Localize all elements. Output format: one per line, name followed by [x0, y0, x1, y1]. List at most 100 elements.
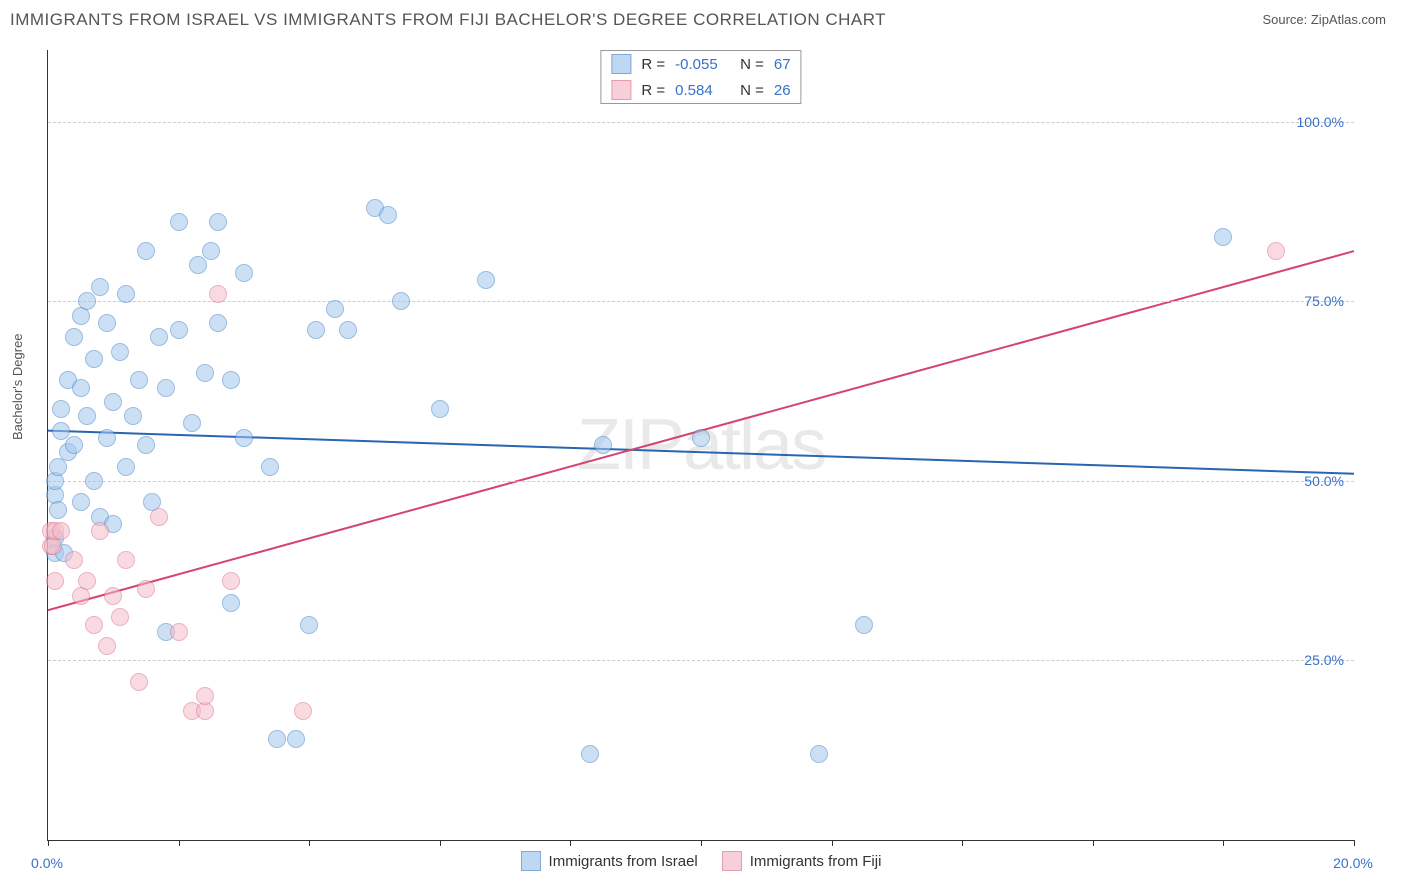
data-point: [692, 429, 710, 447]
n-value: 26: [774, 82, 791, 99]
x-tick: [701, 840, 702, 846]
source-link[interactable]: ZipAtlas.com: [1311, 12, 1386, 27]
data-point: [170, 321, 188, 339]
data-point: [91, 278, 109, 296]
data-point: [287, 730, 305, 748]
data-point: [137, 242, 155, 260]
data-point: [130, 673, 148, 691]
data-point: [855, 616, 873, 634]
data-point: [379, 206, 397, 224]
data-point: [209, 314, 227, 332]
legend-swatch: [611, 80, 631, 100]
data-point: [137, 436, 155, 454]
legend-swatch: [722, 851, 742, 871]
data-point: [111, 608, 129, 626]
legend-swatch: [611, 54, 631, 74]
x-tick: [179, 840, 180, 846]
correlation-legend: R = -0.055 N = 67 R = 0.584 N = 26: [600, 50, 801, 104]
data-point: [65, 328, 83, 346]
data-point: [1214, 228, 1232, 246]
data-point: [130, 371, 148, 389]
data-point: [78, 407, 96, 425]
data-point: [46, 572, 64, 590]
data-point: [261, 458, 279, 476]
legend-item: Immigrants from Israel: [521, 851, 698, 871]
x-tick: [48, 840, 49, 846]
n-value: 67: [774, 56, 791, 73]
data-point: [52, 400, 70, 418]
data-point: [1267, 242, 1285, 260]
data-point: [72, 493, 90, 511]
data-point: [85, 472, 103, 490]
data-point: [268, 730, 286, 748]
data-point: [52, 422, 70, 440]
x-tick: [309, 840, 310, 846]
data-point: [300, 616, 318, 634]
data-point: [85, 616, 103, 634]
y-tick-label: 75.0%: [1304, 293, 1344, 309]
chart-title: IMMIGRANTS FROM ISRAEL VS IMMIGRANTS FRO…: [10, 10, 886, 30]
n-label: N =: [740, 82, 764, 99]
data-point: [98, 637, 116, 655]
data-point: [150, 508, 168, 526]
y-axis-title: Bachelor's Degree: [10, 333, 25, 440]
data-point: [137, 580, 155, 598]
y-tick-label: 50.0%: [1304, 473, 1344, 489]
data-point: [98, 314, 116, 332]
y-tick-label: 25.0%: [1304, 652, 1344, 668]
data-point: [222, 371, 240, 389]
data-point: [117, 285, 135, 303]
data-point: [170, 213, 188, 231]
data-point: [117, 551, 135, 569]
data-point: [104, 393, 122, 411]
x-tick: [962, 840, 963, 846]
data-point: [594, 436, 612, 454]
data-point: [189, 256, 207, 274]
legend-row: R = -0.055 N = 67: [601, 51, 800, 77]
data-point: [65, 551, 83, 569]
r-value: -0.055: [675, 56, 730, 73]
data-point: [78, 572, 96, 590]
n-label: N =: [740, 56, 764, 73]
data-point: [581, 745, 599, 763]
data-point: [209, 213, 227, 231]
data-point: [111, 343, 129, 361]
r-label: R =: [641, 56, 665, 73]
data-point: [392, 292, 410, 310]
x-tick: [1093, 840, 1094, 846]
x-tick-label: 0.0%: [31, 855, 63, 871]
data-point: [209, 285, 227, 303]
data-point: [431, 400, 449, 418]
data-point: [91, 522, 109, 540]
series-legend: Immigrants from Israel Immigrants from Fi…: [48, 851, 1354, 875]
r-value: 0.584: [675, 82, 730, 99]
x-tick: [570, 840, 571, 846]
x-tick-label: 20.0%: [1333, 855, 1373, 871]
data-point: [72, 379, 90, 397]
r-label: R =: [641, 82, 665, 99]
data-point: [85, 350, 103, 368]
source-prefix: Source:: [1262, 12, 1310, 27]
y-tick-label: 100.0%: [1297, 114, 1344, 130]
legend-swatch: [521, 851, 541, 871]
x-tick: [832, 840, 833, 846]
x-tick: [1223, 840, 1224, 846]
gridline: [48, 122, 1354, 123]
x-tick: [440, 840, 441, 846]
data-point: [196, 687, 214, 705]
gridline: [48, 660, 1354, 661]
x-tick: [1354, 840, 1355, 846]
data-point: [326, 300, 344, 318]
data-point: [124, 407, 142, 425]
legend-row: R = 0.584 N = 26: [601, 77, 800, 103]
gridline: [48, 301, 1354, 302]
gridline: [48, 481, 1354, 482]
data-point: [150, 328, 168, 346]
series-name: Immigrants from Israel: [549, 853, 698, 870]
data-point: [52, 522, 70, 540]
data-point: [477, 271, 495, 289]
data-point: [339, 321, 357, 339]
legend-item: Immigrants from Fiji: [722, 851, 882, 871]
data-point: [157, 379, 175, 397]
data-point: [810, 745, 828, 763]
